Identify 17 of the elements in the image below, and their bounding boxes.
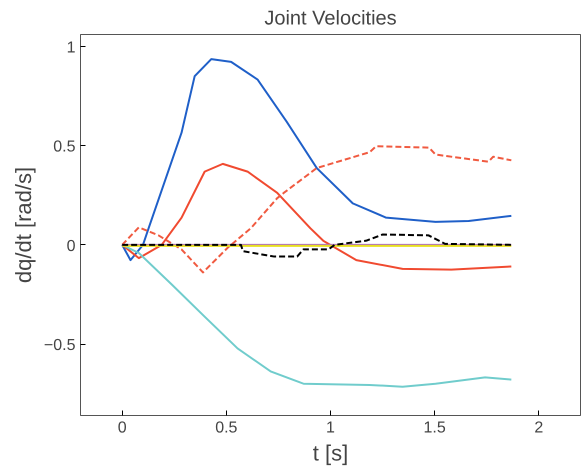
- x-tick-label: 2: [534, 420, 544, 436]
- chart-title: Joint Velocities: [264, 8, 397, 30]
- y-tick-label: −0.5: [44, 337, 76, 354]
- y-tick-label: 0: [66, 238, 76, 255]
- line-series: [121, 244, 512, 388]
- x-tick-label: 1.5: [424, 420, 446, 436]
- line-series: [121, 58, 512, 262]
- x-tick-label: 0: [118, 420, 127, 436]
- y-tick-label: 1: [66, 39, 76, 56]
- x-axis-title: t [s]: [312, 440, 348, 466]
- line-series: [121, 234, 512, 258]
- x-tick-label: 1: [326, 420, 336, 436]
- x-tick-label: 0.5: [215, 420, 238, 436]
- y-axis-title: dq/dt [rad/s]: [10, 166, 36, 284]
- line-series: [121, 162, 512, 271]
- y-tick-label: 0.5: [53, 138, 76, 156]
- line-series: [121, 145, 512, 274]
